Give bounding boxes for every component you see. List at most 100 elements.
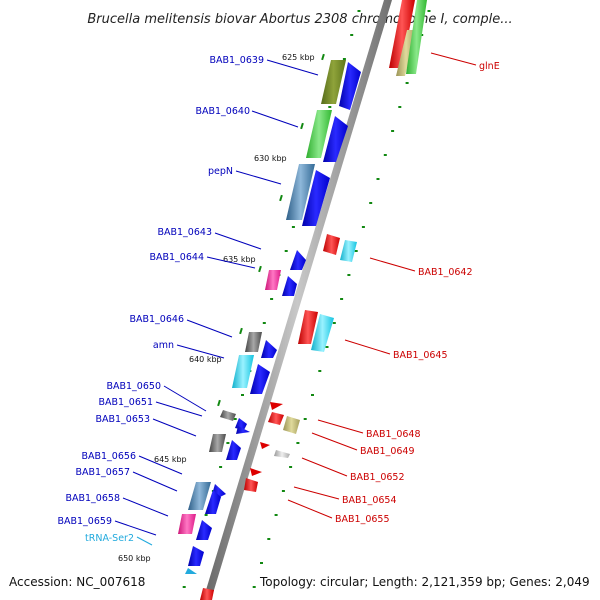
track-dot — [303, 418, 307, 420]
gene-bab1-0645-red — [298, 310, 318, 344]
scale-label-640: 640 kbp — [189, 355, 222, 364]
gene-bab1-0653 — [226, 440, 241, 460]
label-bab1-0653: BAB1_0653 — [95, 414, 150, 425]
track-dot — [342, 58, 346, 60]
label-bab1-0649: BAB1_0649 — [360, 446, 415, 457]
track-dot — [361, 226, 365, 228]
track-dot — [318, 370, 322, 372]
gene-bab1-0652-tip — [260, 442, 270, 449]
scale-label-635: 635 kbp — [223, 255, 256, 264]
label-trna-ser2: tRNA-Ser2 — [85, 533, 134, 544]
gene-bab1-0656-steel — [188, 482, 211, 510]
track-dot — [340, 298, 344, 300]
gene-bab1-0642 — [340, 240, 357, 262]
track-dot — [241, 394, 244, 396]
label-bab1-0639: BAB1_0639 — [209, 55, 264, 66]
trna-leader — [136, 536, 153, 546]
gene-bab1-0658 — [205, 490, 221, 514]
track-dot — [347, 274, 351, 276]
gene-bab1-0646 — [261, 340, 277, 358]
track-dot — [391, 130, 395, 132]
accession-text: Accession: NC_007618 — [9, 575, 145, 589]
track-dot — [405, 82, 409, 84]
track-dot — [274, 514, 278, 516]
track-dot — [311, 394, 314, 396]
track-dot — [281, 490, 285, 492]
gene-amn — [250, 364, 270, 394]
label-bab1-0652: BAB1_0652 — [350, 472, 405, 483]
gene-glne — [389, 0, 415, 68]
gene-bab1-0639-olive — [321, 60, 346, 104]
label-bab1-0657: BAB1_0657 — [75, 467, 130, 478]
label-bab1-0640: BAB1_0640 — [195, 106, 250, 117]
gene-amn-cyan — [232, 355, 254, 388]
label-bab1-0659: BAB1_0659 — [57, 516, 112, 527]
gene-bab1-0659-pink — [178, 514, 196, 534]
label-bab1-0643: BAB1_0643 — [157, 227, 212, 238]
gene-pepn — [302, 170, 330, 226]
track-dot — [328, 106, 332, 108]
gene-bab1-0648 — [268, 412, 284, 425]
label-glne: glnE — [479, 61, 500, 72]
track-dot — [226, 442, 230, 444]
gene-bab1-0653-gray — [209, 434, 226, 452]
label-bab1-0648: BAB1_0648 — [366, 429, 421, 440]
gene-bab1-0654 — [244, 478, 258, 492]
label-bab1-0642: BAB1_0642 — [418, 267, 473, 278]
track-dot — [204, 514, 208, 516]
gene-bab1-0639 — [339, 62, 361, 110]
gene-bab1-0659 — [196, 520, 212, 540]
track-dot — [252, 586, 256, 588]
track-dot — [357, 10, 361, 12]
scale-label-625: 625 kbp — [282, 53, 315, 62]
gene-bab1-0643 — [290, 250, 306, 270]
topology-text: Topology: circular; Length: 2,121,359 bp… — [259, 575, 590, 589]
label-pepn: pepN — [208, 166, 233, 177]
gene-bab1-0652 — [274, 450, 290, 458]
track-dot — [427, 10, 431, 12]
scale-label-650: 650 kbp — [118, 554, 151, 563]
track-dot — [369, 202, 373, 204]
gene-trna-ser2 — [185, 568, 197, 574]
gene-bab1-0651-b — [236, 426, 250, 434]
track-dot — [219, 466, 223, 468]
sequence-backbone — [203, 0, 392, 600]
label-bab1-0651: BAB1_0651 — [98, 397, 153, 408]
track-dot — [289, 466, 293, 468]
gene-bab1-0648-tip — [270, 402, 283, 410]
gene-bab1-0645 — [311, 314, 334, 352]
track-dot — [284, 250, 288, 252]
gene-bab1-0649 — [283, 416, 300, 434]
gene-trna-block — [188, 546, 204, 566]
track-dot — [376, 178, 380, 180]
scale-label-630: 630 kbp — [254, 154, 287, 163]
map-title: Brucella melitensis biovar Abortus 2308 … — [87, 12, 512, 27]
track-dot — [291, 226, 295, 228]
gene-bab1-0640-green — [306, 110, 332, 158]
label-bab1-0644: BAB1_0644 — [149, 252, 204, 263]
reverse-leaders — [287, 52, 477, 519]
track-dot — [260, 562, 263, 564]
track-dot — [398, 106, 402, 108]
scale-markers — [217, 53, 325, 407]
track-dot — [354, 250, 358, 252]
gene-bab1-0644 — [282, 276, 297, 296]
track-dot — [332, 322, 336, 324]
track-dot — [270, 298, 274, 300]
track-dot — [383, 154, 387, 156]
label-bab1-0656: BAB1_0656 — [81, 451, 136, 462]
scale-label-645: 645 kbp — [154, 455, 187, 464]
track-dot — [267, 538, 271, 540]
track-dot — [296, 442, 300, 444]
gene-bab1-0642-red — [323, 234, 340, 255]
label-bab1-0650: BAB1_0650 — [106, 381, 161, 392]
gene-pepn-steel — [286, 164, 315, 220]
gene-bab1-0650 — [220, 410, 236, 421]
label-bab1-0655: BAB1_0655 — [335, 514, 390, 525]
track-dot — [350, 34, 354, 36]
gene-top-green — [406, 0, 427, 74]
forward-leaders — [114, 59, 319, 536]
label-bab1-0654: BAB1_0654 — [342, 495, 397, 506]
label-bab1-0645: BAB1_0645 — [393, 350, 448, 361]
